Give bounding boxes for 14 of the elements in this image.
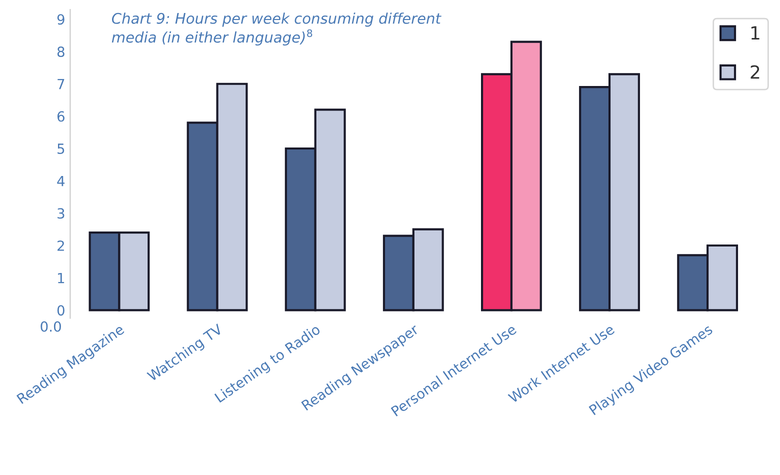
y-tick-label: 8 [57,46,64,58]
y-tick-label: 5 [58,144,64,154]
legend-label: 1 [751,26,760,40]
y-tick-label: 0 [57,305,64,316]
y-tick-label: 1 [58,272,64,284]
text: 0.0 [40,321,61,332]
y-tick-label: 3 [58,208,64,219]
text: Chart 9: Hours per week consuming different media (in either language)$^{8}$ [112,12,442,46]
legend-label: 2 [750,65,760,79]
y-tick-label: 6 [57,111,64,122]
y-tick-label: 9 [57,14,64,25]
y-tick-label: 2 [58,240,64,251]
y-tick-label: 4 [57,176,65,186]
y-tick-label: 7 [58,79,64,90]
